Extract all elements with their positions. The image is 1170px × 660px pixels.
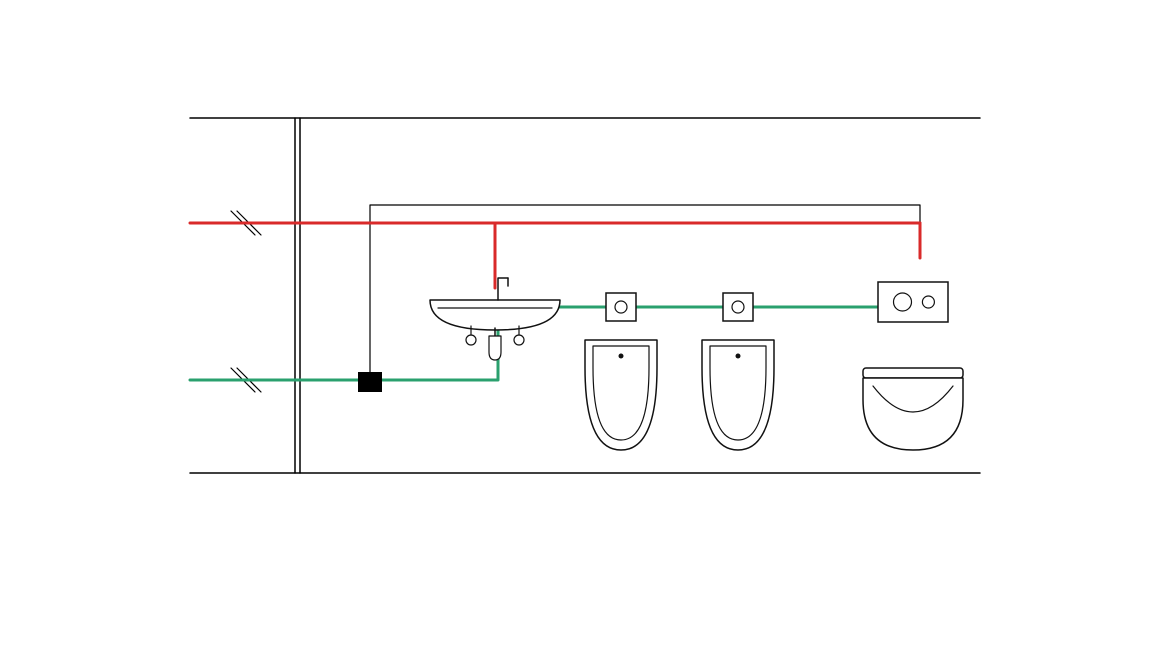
angle-valve-icon bbox=[514, 335, 524, 345]
junction-box bbox=[358, 372, 382, 392]
washbasin bbox=[430, 300, 560, 330]
urinal-drain-icon bbox=[736, 354, 741, 359]
toilet-bowl bbox=[863, 378, 963, 450]
angle-valve-icon bbox=[466, 335, 476, 345]
basin-tap-icon bbox=[498, 278, 508, 300]
bottle-trap-icon bbox=[489, 336, 501, 360]
urinal-flush-plate bbox=[606, 293, 636, 321]
wc-flush-plate bbox=[878, 282, 948, 322]
urinal-drain-icon bbox=[619, 354, 624, 359]
toilet-seat bbox=[863, 368, 963, 378]
urinal-flush-plate bbox=[723, 293, 753, 321]
plumbing-diagram bbox=[0, 0, 1170, 660]
